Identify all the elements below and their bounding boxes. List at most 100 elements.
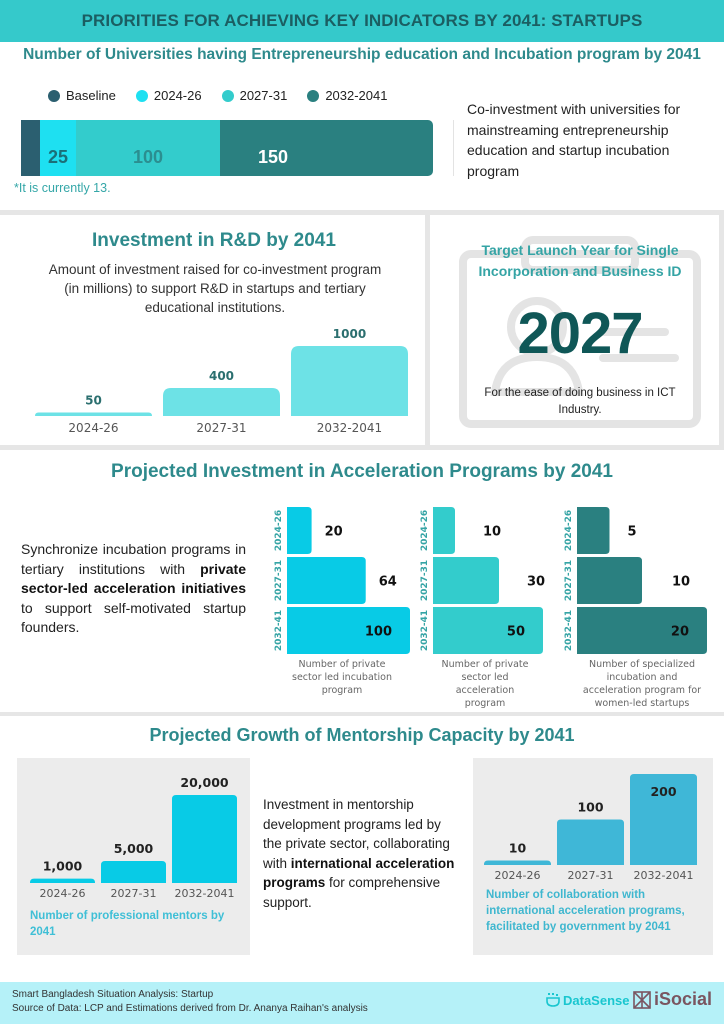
chart-caption: sector led incubation xyxy=(292,672,392,683)
bar-2032-2041 xyxy=(291,346,408,416)
incubation-bar-chart: 20 2024-26 64 2027-31 100 2032-41 Number of pr… xyxy=(274,507,410,696)
universities-note: *It is currently 13. xyxy=(14,181,111,195)
tick-label: 2032-2041 xyxy=(317,421,382,435)
bar-2032-41 xyxy=(433,607,543,654)
tick-label: 2027-31 xyxy=(420,560,430,601)
footer: Smart Bangladesh Situation Analysis: Sta… xyxy=(0,982,724,1024)
chart-caption: acceleration program for xyxy=(583,685,701,696)
footer-source: Source of Data: LCP and Estimations deri… xyxy=(12,1003,368,1014)
tick-label: 2024-26 xyxy=(564,510,574,551)
data-label: 100 xyxy=(365,625,392,640)
bar-2027-31 xyxy=(577,557,642,604)
legend-item-2027: 2027-31 xyxy=(221,88,287,103)
chart-caption: Number of private xyxy=(299,659,386,670)
data-label: 1,000 xyxy=(43,859,83,874)
tick-label: 2024-26 xyxy=(40,887,86,900)
tick-label: 2024-26 xyxy=(420,510,430,551)
mentorship-description: Investment in mentorship development pro… xyxy=(263,795,463,912)
mentors-caption: Number of professional mentors by 2041 xyxy=(30,910,225,938)
datasense-logo: DataSense xyxy=(545,992,629,1008)
data-label: 30 xyxy=(527,575,545,590)
chart-caption: Number of specialized xyxy=(589,659,695,670)
data-label: 400 xyxy=(209,369,234,383)
bar-segment-2024-26: 25 xyxy=(40,120,76,176)
datasense-icon xyxy=(546,993,560,1007)
legend-label: Baseline xyxy=(66,88,116,103)
logo-text: iSocial xyxy=(654,989,713,1009)
data-label: 10 xyxy=(672,575,690,590)
legend-label: 2024-26 xyxy=(153,88,202,103)
universities-stacked-bar: 25 100 150 xyxy=(21,120,433,176)
collab-bar-chart: 10 2024-26 100 2027-31 200 2032-2041 xyxy=(484,774,697,882)
bar-2027-31 xyxy=(557,819,624,865)
data-label: 100 xyxy=(577,800,603,815)
acceleration-bar-chart: 10 2024-26 30 2027-31 50 2032-41 Number of pri… xyxy=(420,507,545,709)
legend-dot-icon xyxy=(48,89,60,102)
bar-2027-31 xyxy=(163,388,280,416)
tick-label: 2032-2041 xyxy=(634,869,694,882)
legend-item-2032: 2032-2041 xyxy=(307,88,387,103)
tick-label: 2027-31 xyxy=(111,887,157,900)
launch-title: Target Launch Year for Single Incorporat… xyxy=(478,242,682,279)
data-label: 1000 xyxy=(333,327,366,341)
chart-caption: program xyxy=(465,698,506,709)
data-label: 200 xyxy=(650,784,676,799)
legend-dot-icon xyxy=(135,89,148,102)
tick-label: 2032-41 xyxy=(274,610,284,651)
universities-description: Co-investment with universities for main… xyxy=(467,101,681,179)
women-bar-chart: 5 2024-26 10 2027-31 20 2032-41 Number of spec… xyxy=(564,507,707,709)
data-label: 10 xyxy=(483,525,501,540)
bar-2024-26 xyxy=(577,507,610,554)
mentors-bar-chart: 1,000 2024-26 5,000 2027-31 20,000 2032-2041 xyxy=(30,775,237,900)
tick-label: 2024-26 xyxy=(274,510,284,551)
divider xyxy=(453,120,454,176)
section-divider-vertical xyxy=(425,210,430,450)
legend-dot-icon xyxy=(221,89,234,102)
tick-label: 2027-31 xyxy=(274,560,284,601)
bar-2032-2041 xyxy=(172,795,237,883)
chart-caption: incubation and xyxy=(607,672,678,683)
desc-bold: international acceleration programs xyxy=(263,855,455,891)
bar-segment-Baseline xyxy=(21,120,40,176)
isocial-icon xyxy=(633,990,651,1009)
desc-text: to support self-motivated startup founde… xyxy=(21,599,246,636)
data-label: 50 xyxy=(507,625,525,640)
isocial-logo: iSocial xyxy=(633,989,712,1010)
bar-segment-2027-31: 100 xyxy=(76,120,220,176)
section-divider xyxy=(0,210,724,215)
tick-label: 2027-31 xyxy=(564,560,574,601)
footer-line: Smart Bangladesh Situation Analysis: Sta… xyxy=(12,989,214,1000)
legend-item-2024: 2024-26 xyxy=(135,88,202,103)
tick-label: 2032-2041 xyxy=(175,887,235,900)
bar-2032-41 xyxy=(287,607,410,654)
tick-label: 2032-41 xyxy=(564,610,574,651)
logo-text: DataSense xyxy=(563,992,630,1008)
chart-caption: sector led xyxy=(462,672,509,683)
bar-2024-26 xyxy=(35,412,152,416)
data-label: 20,000 xyxy=(180,775,229,790)
launch-description: For the ease of doing business in ICT In… xyxy=(484,387,676,416)
bar-2027-31 xyxy=(101,861,166,883)
chart-caption: acceleration xyxy=(456,685,515,696)
tick-label: 2032-41 xyxy=(420,610,430,651)
acceleration-title: Projected Investment in Acceleration Pro… xyxy=(111,461,613,482)
tick-label: 2027-31 xyxy=(196,421,246,435)
legend-item-baseline: Baseline xyxy=(48,88,116,103)
footer-text: Smart Bangladesh Situation Analysis: Sta… xyxy=(12,988,368,1016)
data-label: 5 xyxy=(628,525,637,540)
data-label: 64 xyxy=(379,575,397,590)
rd-description: Amount of investment raised for co-inves… xyxy=(48,262,382,315)
chart-caption: program xyxy=(322,685,363,696)
launch-year: 2027 xyxy=(517,301,643,366)
data-label: 5,000 xyxy=(114,841,154,856)
tick-label: 2024-26 xyxy=(68,421,118,435)
legend-label: 2032-2041 xyxy=(325,88,388,103)
desc-bold: private sector-led acceleration initiati… xyxy=(21,560,246,597)
chart-caption: women-led startups xyxy=(595,698,690,709)
bar-2024-26 xyxy=(484,860,551,865)
rd-title: Investment in R&D by 2041 xyxy=(92,230,336,251)
chart-caption: Number of private xyxy=(442,659,529,670)
universities-title: Number of Universities having Entreprene… xyxy=(23,46,701,63)
bar-2032-2041 xyxy=(630,774,697,865)
section-divider xyxy=(0,445,724,450)
